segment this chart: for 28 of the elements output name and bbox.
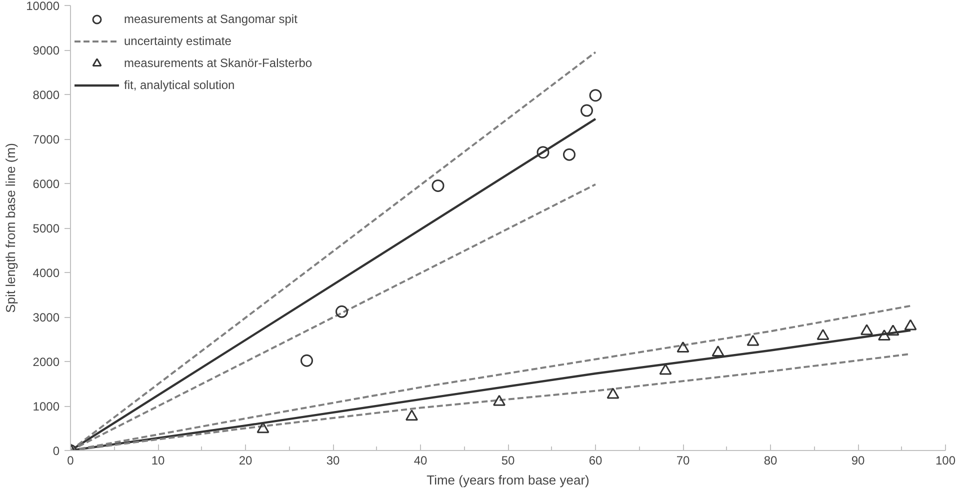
- y-tick-label: 5000: [32, 222, 60, 236]
- legend-label: uncertainty estimate: [124, 34, 232, 48]
- x-tick-label: 60: [588, 454, 602, 468]
- x-tick-label: 30: [326, 454, 340, 468]
- legend-label: fit, analytical solution: [124, 78, 235, 92]
- x-tick-label: 100: [935, 454, 956, 468]
- x-tick-label: 0: [67, 454, 74, 468]
- y-tick-label: 3000: [32, 310, 60, 324]
- y-tick-label: 9000: [32, 44, 60, 58]
- y-tick-label: 8000: [32, 88, 60, 102]
- y-tick-label: 6000: [32, 177, 60, 191]
- legend-label: measurements at Skanör-Falsterbo: [124, 56, 312, 70]
- y-tick-label: 1000: [32, 400, 60, 414]
- x-tick-label: 80: [764, 454, 778, 468]
- y-tick-label: 10000: [26, 0, 60, 13]
- y-tick-label: 7000: [32, 132, 60, 146]
- y-axis-title: Spit length from base line (m): [3, 143, 18, 313]
- x-axis-title: Time (years from base year): [426, 472, 590, 488]
- x-tick-label: 10: [151, 454, 165, 468]
- legend-label: measurements at Sangomar spit: [124, 12, 298, 26]
- y-tick-label: 2000: [32, 355, 60, 369]
- x-tick-label: 70: [676, 454, 690, 468]
- x-tick-label: 20: [238, 454, 252, 468]
- y-tick-label: 0: [52, 444, 60, 458]
- x-tick-label: 50: [501, 454, 515, 468]
- y-tick-label: 4000: [32, 266, 60, 280]
- x-tick-label: 40: [414, 454, 428, 468]
- x-tick-label: 90: [851, 454, 865, 468]
